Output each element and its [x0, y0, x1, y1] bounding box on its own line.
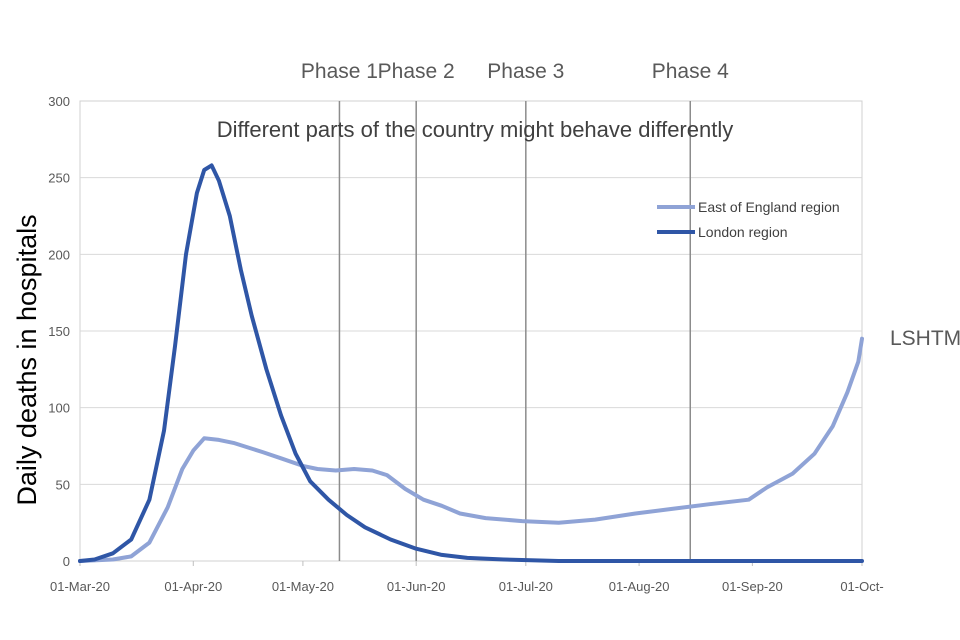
phase-label: Phase 2 — [378, 60, 455, 83]
y-tick-label: 150 — [48, 324, 70, 339]
gridlines — [80, 177, 862, 485]
lshtm-label: LSHTM — [890, 327, 960, 350]
series-lines — [78, 163, 864, 563]
y-tick-label: 0 — [63, 554, 70, 569]
y-tick-label: 50 — [56, 477, 70, 492]
x-tick-label: 01-May-20 — [272, 579, 334, 594]
x-tick-label: 01-Mar-20 — [50, 579, 110, 594]
phase-label: Phase 3 — [487, 60, 564, 83]
y-tick-label: 200 — [48, 247, 70, 262]
series-line — [78, 336, 864, 563]
legend: East of England region London region — [657, 199, 840, 240]
y-tick-label: 300 — [48, 94, 70, 109]
legend-label: East of England region — [698, 199, 840, 215]
legend-label: London region — [698, 224, 788, 240]
x-tick-label: 01-Jul-20 — [499, 579, 553, 594]
series-line — [78, 163, 864, 563]
x-tick-label: 01-Oct- — [840, 579, 883, 594]
y-axis-title: Daily deaths in hospitals — [12, 214, 42, 505]
phase-markers: Phase 1 Phase 2 Phase 3 Phase 4 — [301, 60, 729, 561]
x-axis: 01-Mar-20 01-Apr-20 01-May-20 01-Jun-20 01-J… — [50, 561, 884, 594]
x-tick-label: 01-Sep-20 — [722, 579, 783, 594]
y-tick-label: 250 — [48, 171, 70, 186]
y-tick-label: 100 — [48, 401, 70, 416]
y-axis: 0 50 100 150 200 250 300 — [48, 94, 70, 569]
x-tick-label: 01-Apr-20 — [164, 579, 222, 594]
phase-label: Phase 1 — [301, 60, 378, 83]
phase-label: Phase 4 — [652, 60, 729, 83]
x-tick-label: 01-Aug-20 — [609, 579, 670, 594]
chart-title: Different parts of the country might beh… — [217, 117, 733, 142]
x-tick-label: 01-Jun-20 — [387, 579, 446, 594]
